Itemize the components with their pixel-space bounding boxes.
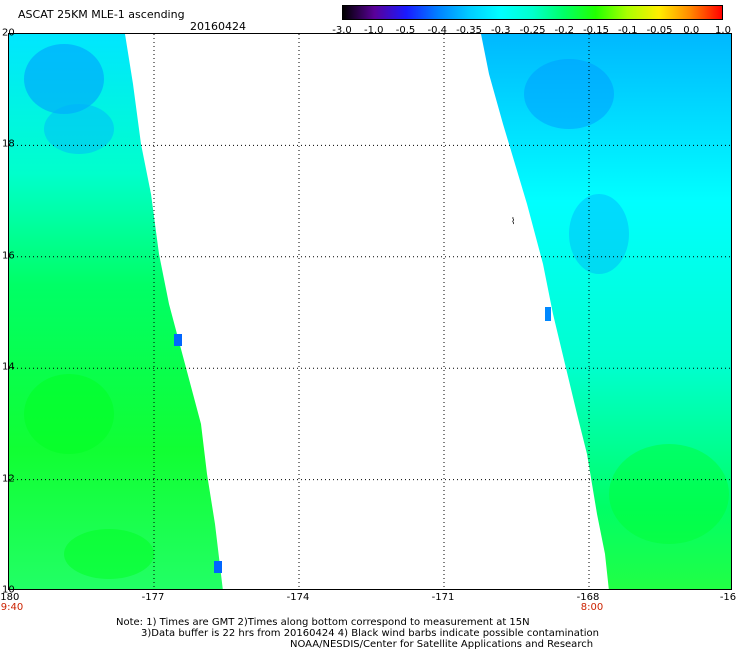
longitude-label: -174 [286,592,310,603]
map-canvas: ⌇ [9,34,731,589]
colorbar-label: -0.3 [490,25,511,36]
colorbar-label: -3.0 [332,25,352,36]
latitude-label: 18 [2,138,15,150]
wind-patch [24,44,104,114]
colorbar-label: -0.4 [427,25,448,36]
wind-pixel [545,307,551,321]
colorbar-label: -0.05 [646,25,673,36]
longitude-label: -16 [719,592,737,603]
right-swath [481,34,731,589]
latitude-label: 20 [2,27,15,39]
colorbar-label: -0.25 [519,25,546,36]
map-plot: ⌇ [8,33,732,590]
note-line-3: NOAA/NESDIS/Center for Satellite Applica… [290,639,594,650]
time-label-right: 8:00 [580,602,604,613]
colorbar-label: -1.0 [363,25,384,36]
latitude-label: 16 [2,250,15,262]
latitude-label: 14 [2,361,15,373]
longitude-label: -177 [141,592,165,603]
longitude-label: -171 [431,592,455,603]
wind-patch [569,194,629,274]
wind-pixel [174,334,182,346]
time-label-left: 9:40 [0,602,24,613]
latitude-label: 12 [2,473,15,485]
wind-patch [64,529,154,579]
colorbar-label: -0.15 [583,25,609,36]
map-title: ASCAT 25KM MLE-1 ascending [18,8,185,21]
colorbar-label: -0.1 [617,25,638,36]
colorbar [342,5,723,20]
note-line-2: 3)Data buffer is 22 hrs from 20160424 4)… [141,628,599,639]
colorbar-label: 0.0 [683,25,700,36]
colorbar-label: -0.35 [456,25,482,36]
wind-barb: ⌇ [511,216,515,227]
colorbar-label: -0.5 [395,25,416,36]
wind-patch [524,59,614,129]
wind-patch [609,444,729,544]
wind-pixel [214,561,222,573]
note-line-1: Note: 1) Times are GMT 2)Times along bot… [116,617,530,628]
left-swath [9,34,223,589]
longitude-label: -180 [0,592,20,603]
longitude-label: -168 [576,592,600,603]
colorbar-label: 1.0 [715,25,731,36]
colorbar-label: -0.2 [554,25,575,36]
map-date: 20160424 [190,20,246,33]
latitude-label: 10 [2,584,15,596]
graticule [9,34,731,589]
wind-patch [24,374,114,454]
wind-patch [44,104,114,154]
